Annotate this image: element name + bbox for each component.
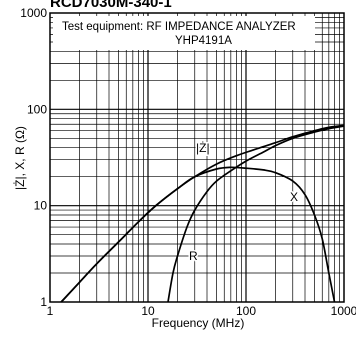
reactance-x-curve bbox=[60, 166, 336, 303]
y-axis-label: |Ż|, X, R (Ω) bbox=[13, 126, 27, 190]
annotation-line-1: Test equipment: RF IMPEDANCE ANALYZER bbox=[62, 21, 296, 33]
curve-label-r: R bbox=[189, 249, 198, 263]
x-tick-label: 1 bbox=[47, 304, 54, 318]
x-tick-label: 100 bbox=[236, 304, 256, 318]
curve-label-z: |Ż| bbox=[196, 141, 210, 155]
chart-title: RCD7030M-340-1 bbox=[50, 0, 172, 11]
annotation-line-2: YHP4191A bbox=[175, 35, 232, 47]
tick-labels: 1 10 100 1000 1 10 100 1000 bbox=[20, 6, 356, 318]
y-tick-label: 10 bbox=[34, 199, 48, 213]
x-tick-label: 1000 bbox=[331, 304, 356, 318]
curve-label-x: X bbox=[290, 190, 298, 204]
series-layer bbox=[60, 124, 345, 303]
plot-frame bbox=[49, 12, 345, 303]
annotation-background bbox=[53, 16, 315, 50]
y-tick-label: 1000 bbox=[20, 6, 47, 20]
x-axis-label: Frequency (MHz) bbox=[152, 316, 245, 330]
x-tick-label: 10 bbox=[141, 304, 155, 318]
resistance-r-curve bbox=[167, 125, 345, 303]
grid-lines bbox=[50, 13, 344, 302]
y-tick-label: 1 bbox=[40, 295, 47, 309]
y-tick-label: 100 bbox=[27, 102, 47, 116]
